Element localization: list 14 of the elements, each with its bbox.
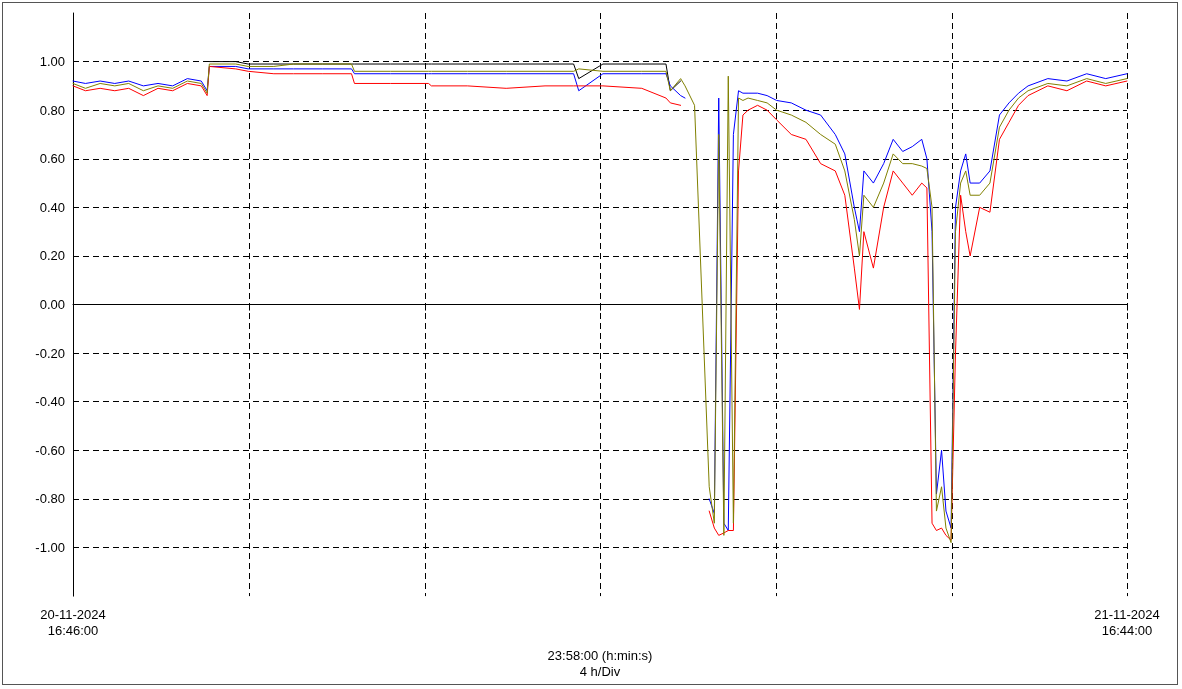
y-tick-label: -1.00	[35, 540, 65, 556]
y-tick-label: -0.20	[35, 345, 65, 361]
x-tick-label: 21-11-2024 16:44:00	[1094, 606, 1160, 638]
y-tick-label: 0.40	[39, 199, 65, 215]
y-tick-label: -0.80	[35, 491, 65, 507]
y-tick-label: 0.00	[39, 297, 65, 313]
y-tick-label: 0.60	[39, 151, 65, 167]
y-tick-label: 0.20	[39, 248, 65, 264]
x-axis-title: 23:58:00 (h:min:s) 4 h/Div	[547, 647, 653, 679]
y-tick-label: 1.00	[39, 54, 65, 70]
y-tick-label: -0.40	[35, 394, 65, 410]
x-tick-label: 20-11-2024 16:46:00	[40, 606, 106, 638]
y-tick-label: -0.60	[35, 442, 65, 458]
y-tick-label: 0.80	[39, 102, 65, 118]
